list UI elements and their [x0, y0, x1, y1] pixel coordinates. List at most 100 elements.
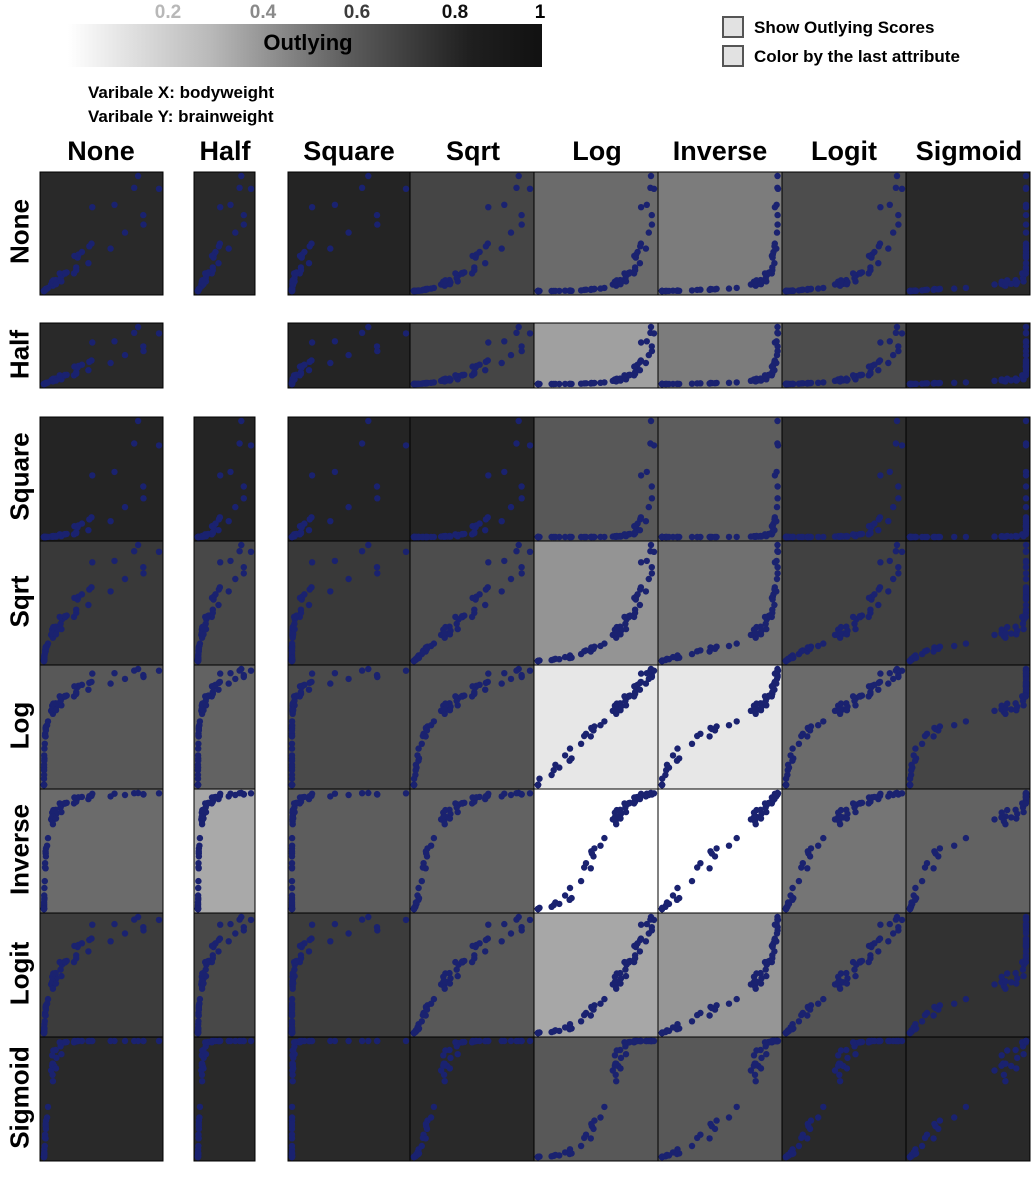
scatter-point [631, 606, 639, 613]
scatter-point [622, 278, 630, 285]
scatter-point [921, 380, 929, 387]
scatter-point [622, 620, 629, 627]
scatter-point [56, 958, 63, 966]
scatter-point [617, 631, 624, 638]
scatter-point [590, 380, 597, 387]
scatter-point [674, 884, 681, 892]
scatter-point [482, 358, 490, 365]
scatter-point [789, 1026, 796, 1033]
scatter-point [757, 377, 765, 384]
scatter-point [57, 966, 64, 973]
scatter-point [58, 1051, 65, 1058]
scatter-point [194, 1153, 202, 1161]
scatter-point [871, 681, 878, 688]
scatter-point [930, 1135, 937, 1142]
scatter-point [804, 1012, 811, 1019]
scatter-point [305, 601, 313, 609]
scatter-point [1002, 710, 1009, 717]
scatter-point [430, 995, 438, 1003]
scatter-point [469, 794, 476, 801]
scatter-point [663, 655, 671, 662]
scatter-point [757, 533, 765, 540]
scatter-point [507, 351, 515, 359]
scatter-point [290, 707, 297, 714]
scatter-point [581, 732, 588, 740]
scatter-point [1019, 372, 1026, 379]
scatter-point [482, 936, 490, 944]
scatter-point [918, 1142, 926, 1150]
scatter-point [991, 377, 998, 384]
scatter-point [200, 533, 207, 540]
scatter-point [195, 727, 203, 734]
scatter-point [327, 793, 334, 800]
cell-background [409, 912, 535, 1038]
scatter-point [581, 1011, 588, 1019]
scatter-point [774, 221, 781, 228]
scatter-point [773, 359, 780, 367]
scatter-point [566, 1150, 573, 1158]
scatter-point [648, 211, 655, 219]
color-by-last-attribute-checkbox[interactable] [722, 45, 744, 67]
scatter-point [415, 884, 422, 892]
scatter-point [121, 351, 129, 359]
scatter-point [236, 440, 243, 447]
scatter-point [446, 980, 454, 987]
scatter-point [288, 1103, 296, 1111]
scatter-point [289, 985, 296, 992]
scatter-point [1013, 631, 1020, 638]
scatter-point [843, 1065, 851, 1072]
scatter-point [550, 767, 557, 774]
scatter-point [452, 270, 459, 277]
scatter-point [374, 570, 381, 577]
scatter-point [1019, 800, 1026, 807]
cell-background [533, 1036, 659, 1162]
scatter-point [423, 853, 431, 860]
scatter-point [485, 559, 492, 566]
scatter-point [856, 371, 864, 379]
scatter-point [820, 1103, 827, 1111]
scatter-point [622, 625, 630, 633]
scatter-point [49, 985, 57, 992]
scatter-point [209, 688, 216, 696]
scatter-point [611, 1052, 619, 1059]
cell-background [39, 1036, 164, 1162]
scatter-point [217, 790, 224, 797]
scatter-point [501, 201, 508, 208]
scatter-point [454, 625, 461, 633]
scatter-point [288, 732, 296, 740]
scatter-point [308, 921, 316, 928]
scatter-point [442, 970, 449, 977]
show-outlying-scores-checkbox[interactable] [722, 16, 744, 38]
scatter-point [1022, 221, 1030, 228]
scatter-point [526, 185, 534, 192]
scatter-point [658, 905, 666, 913]
scatter-point [195, 848, 202, 855]
scatter-point [762, 966, 769, 973]
scatter-point [56, 1039, 63, 1046]
scatter-point [498, 518, 505, 525]
scatter-cell-logit-log [533, 912, 659, 1038]
scatter-point [936, 845, 944, 852]
scatter-point [121, 930, 129, 937]
scatter-cell-log-sqrt [409, 664, 535, 790]
scatter-point [86, 586, 93, 593]
scatter-cell-inverse-sigmoid [905, 788, 1031, 914]
scatter-point [131, 916, 138, 923]
scatter-point [875, 367, 882, 374]
scatter-point [757, 631, 765, 638]
scatter-point [89, 1037, 96, 1045]
scatter-point [762, 620, 769, 627]
scatter-point [40, 657, 48, 665]
scatter-point [622, 966, 629, 973]
scatter-point [85, 367, 92, 374]
scatter-point [622, 1051, 630, 1058]
scatter-point [763, 1051, 770, 1058]
scatter-point [885, 680, 892, 687]
scatter-point [930, 1012, 937, 1019]
scatter-point [41, 1011, 49, 1019]
scatter-point [648, 495, 656, 502]
scatter-point [50, 806, 57, 814]
scatter-point [892, 548, 900, 555]
scatter-point [482, 686, 489, 693]
scatter-point [798, 380, 805, 387]
